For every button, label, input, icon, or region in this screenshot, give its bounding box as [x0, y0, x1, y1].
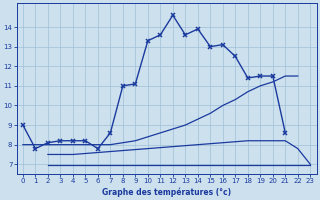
X-axis label: Graphe des températures (°c): Graphe des températures (°c) — [102, 187, 231, 197]
